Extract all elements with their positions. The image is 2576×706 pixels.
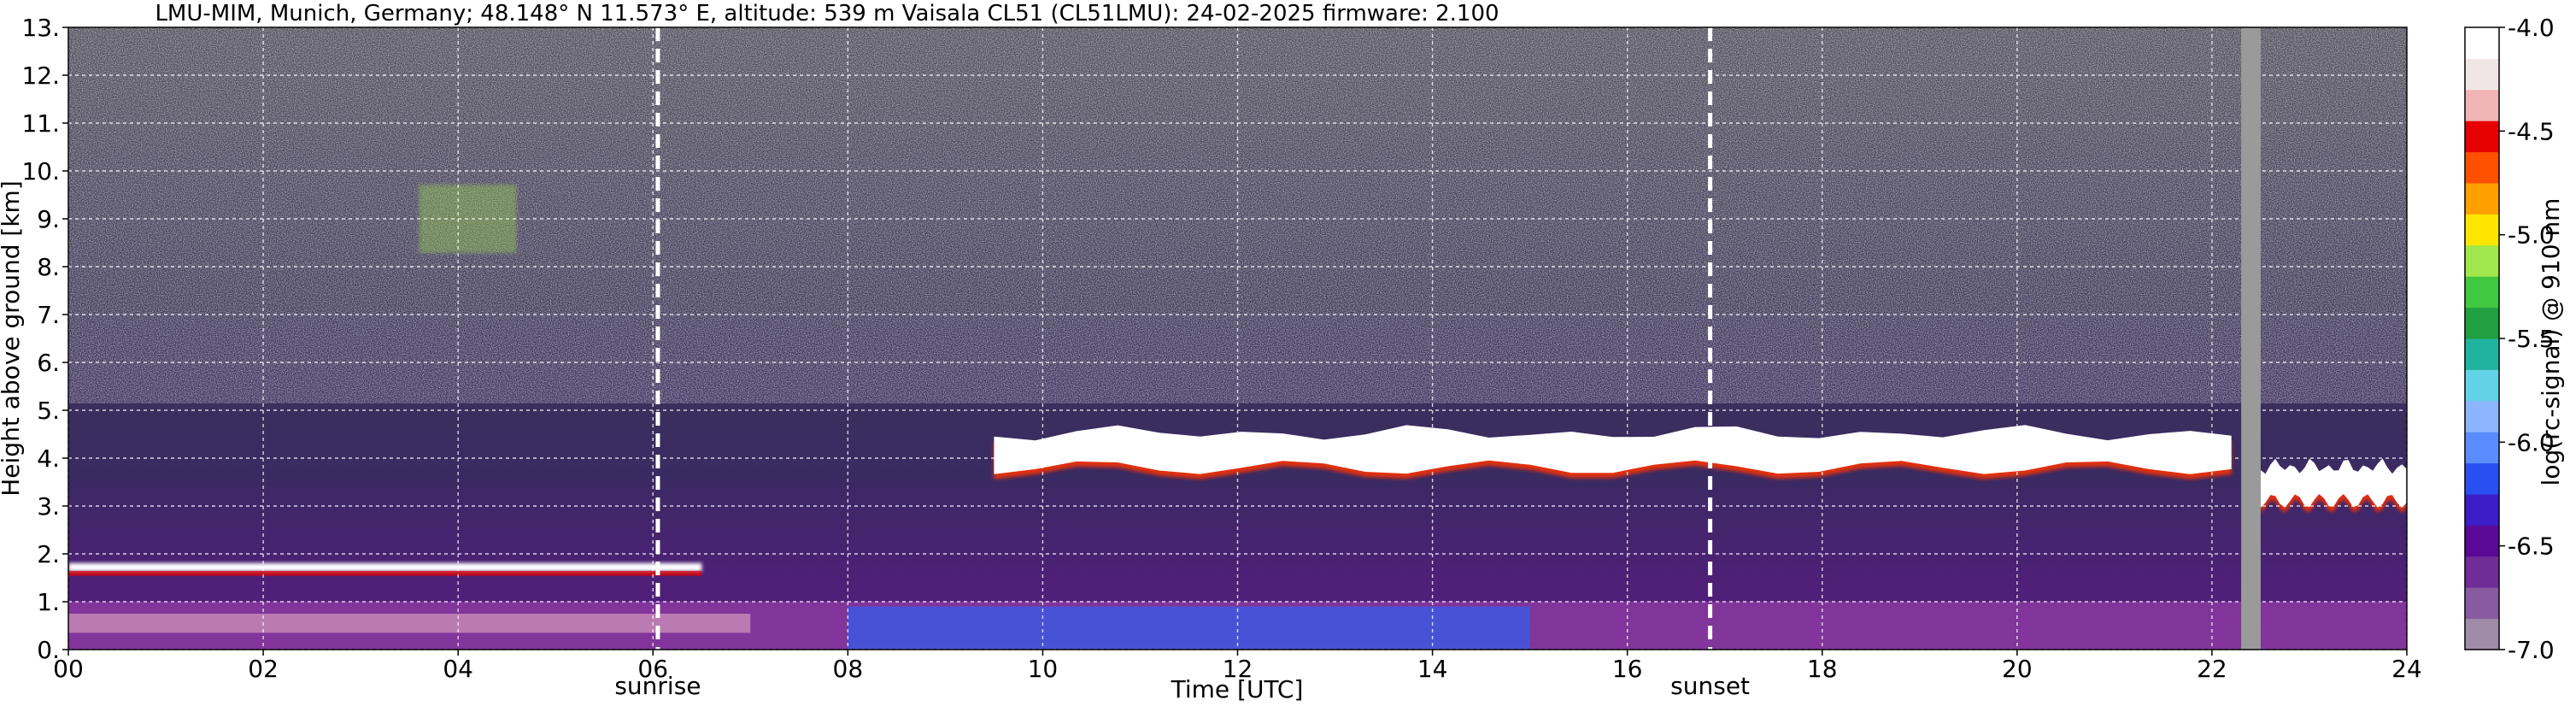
y-tick-label: 8.	[37, 253, 60, 281]
colorbar-tick-label: -4.0	[2508, 14, 2555, 42]
colorbar-swatch	[2465, 369, 2499, 402]
colorbar-tick-label: -5.5	[2508, 325, 2555, 353]
y-tick-label: 4.	[37, 444, 60, 473]
feature-low-cloud-edge	[68, 570, 702, 576]
feature-low-cloud	[68, 562, 702, 572]
y-axis: 0. 1. 2. 3. 4. 5. 6. 7. 8. 9. 10. 11. 12. 13.	[21, 14, 68, 664]
y-tick-label: 7.	[37, 301, 60, 329]
x-tick-label: 02	[248, 655, 279, 683]
marker-labels: sunrise sunset	[614, 672, 1750, 700]
y-tick-label: 11.	[21, 109, 60, 138]
grid-lines	[68, 27, 2407, 650]
x-tick-label: 24	[2391, 655, 2422, 683]
y-tick-label: 5.	[37, 397, 60, 425]
colorbar-swatch	[2465, 27, 2499, 59]
colorbar-tick-label: -4.5	[2508, 117, 2555, 145]
colorbar-swatch	[2465, 338, 2499, 370]
marker-label: sunrise	[614, 672, 701, 700]
feature-aerosol-layer	[848, 606, 1530, 650]
x-tick-label: 16	[1612, 655, 1643, 683]
x-axis: 00 02 04 06 08 10 12 14 16 18 20 22 24	[53, 650, 2422, 683]
y-tick-label: 9.	[37, 205, 60, 233]
y-tick-label: 1.	[37, 588, 60, 616]
x-tick-label: 22	[2197, 655, 2227, 683]
y-axis-label: Height above ground [km]	[0, 180, 25, 497]
colorbar-swatch	[2465, 525, 2499, 557]
colorbar-swatch	[2465, 432, 2499, 464]
colorbar-swatch	[2465, 618, 2499, 650]
colorbar-label: log(rc-signal) @ 910 nm	[2537, 198, 2565, 486]
colorbar-swatch	[2465, 587, 2499, 620]
feature-cloud-layer	[2260, 458, 2407, 508]
x-tick-label: 18	[1807, 655, 1838, 683]
colorbar-tick-label: -6.0	[2508, 428, 2555, 456]
x-tick-label: 12	[1223, 655, 1253, 683]
chart-title: LMU-MIM, Munich, Germany; 48.148° N 11.5…	[155, 1, 1499, 26]
colorbar-swatch	[2465, 556, 2499, 588]
y-tick-label: 6.	[37, 349, 60, 377]
colorbar: -4.0 -4.5 -5.0 -5.5 -6.0 -6.5 -7.0	[2464, 14, 2555, 664]
x-tick-label: 04	[443, 655, 473, 683]
y-tick-label: 13.	[21, 14, 60, 42]
x-tick-label: 08	[833, 655, 864, 683]
y-tick-label: 10.	[21, 157, 60, 185]
colorbar-swatch	[2465, 214, 2499, 246]
colorbar-swatch	[2465, 244, 2499, 277]
colorbar-swatch	[2465, 276, 2499, 309]
colorbar-swatch	[2465, 400, 2499, 432]
plot-area	[68, 27, 2407, 650]
x-tick-label: 10	[1028, 655, 1059, 683]
colorbar-swatch	[2465, 183, 2499, 215]
feature-surface-layer	[68, 614, 751, 633]
colorbar-swatch	[2465, 307, 2499, 339]
missing-data-band	[2241, 27, 2261, 650]
colorbar-swatch	[2465, 494, 2499, 526]
x-tick-label: 20	[2002, 655, 2033, 683]
colorbar-swatch	[2465, 462, 2499, 495]
colorbar-tick-label: -6.5	[2508, 532, 2555, 561]
colorbar-swatch	[2465, 58, 2499, 91]
feature-cloud-layer	[994, 425, 2232, 474]
colorbar-swatch	[2465, 121, 2499, 153]
colorbar-swatch	[2465, 151, 2499, 184]
y-tick-label: 0.	[37, 636, 60, 664]
x-axis-label: Time [UTC]	[1171, 675, 1304, 703]
marker-label: sunset	[1670, 672, 1750, 700]
colorbar-tick-label: -5.0	[2508, 221, 2555, 250]
x-tick-label: 06	[637, 655, 668, 683]
x-tick-label: 00	[53, 655, 84, 683]
colorbar-swatch	[2465, 89, 2499, 121]
x-tick-label: 14	[1417, 655, 1448, 683]
colorbar-tick-label: -7.0	[2508, 636, 2555, 664]
day-markers	[655, 27, 1713, 650]
y-tick-label: 12.	[21, 62, 60, 90]
y-tick-label: 2.	[37, 540, 60, 568]
y-tick-label: 3.	[37, 492, 60, 521]
